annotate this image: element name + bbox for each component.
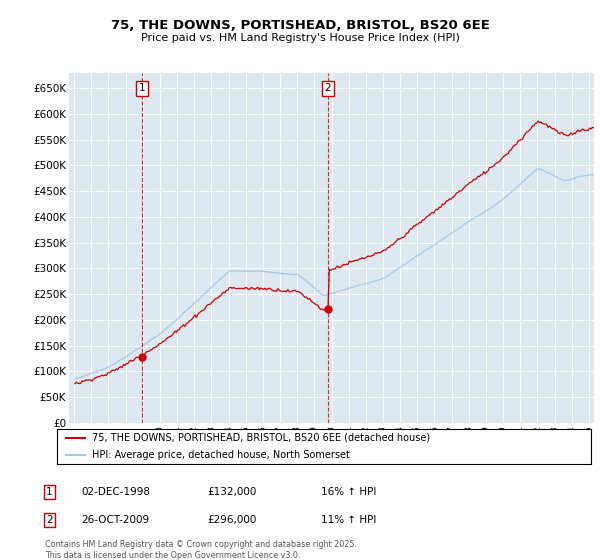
Text: Contains HM Land Registry data © Crown copyright and database right 2025.
This d: Contains HM Land Registry data © Crown c… xyxy=(45,540,357,559)
Text: 2: 2 xyxy=(325,83,331,94)
Text: 26-OCT-2009: 26-OCT-2009 xyxy=(81,515,149,525)
Text: 1: 1 xyxy=(46,487,53,497)
Text: 1: 1 xyxy=(139,83,145,94)
Text: HPI: Average price, detached house, North Somerset: HPI: Average price, detached house, Nort… xyxy=(92,450,350,460)
Text: 2: 2 xyxy=(46,515,53,525)
Text: 11% ↑ HPI: 11% ↑ HPI xyxy=(321,515,376,525)
Text: £132,000: £132,000 xyxy=(207,487,256,497)
Text: 75, THE DOWNS, PORTISHEAD, BRISTOL, BS20 6EE (detached house): 75, THE DOWNS, PORTISHEAD, BRISTOL, BS20… xyxy=(92,433,430,442)
Text: £296,000: £296,000 xyxy=(207,515,256,525)
Text: 02-DEC-1998: 02-DEC-1998 xyxy=(81,487,150,497)
Text: 16% ↑ HPI: 16% ↑ HPI xyxy=(321,487,376,497)
Text: 75, THE DOWNS, PORTISHEAD, BRISTOL, BS20 6EE: 75, THE DOWNS, PORTISHEAD, BRISTOL, BS20… xyxy=(110,18,490,32)
Text: Price paid vs. HM Land Registry's House Price Index (HPI): Price paid vs. HM Land Registry's House … xyxy=(140,32,460,43)
